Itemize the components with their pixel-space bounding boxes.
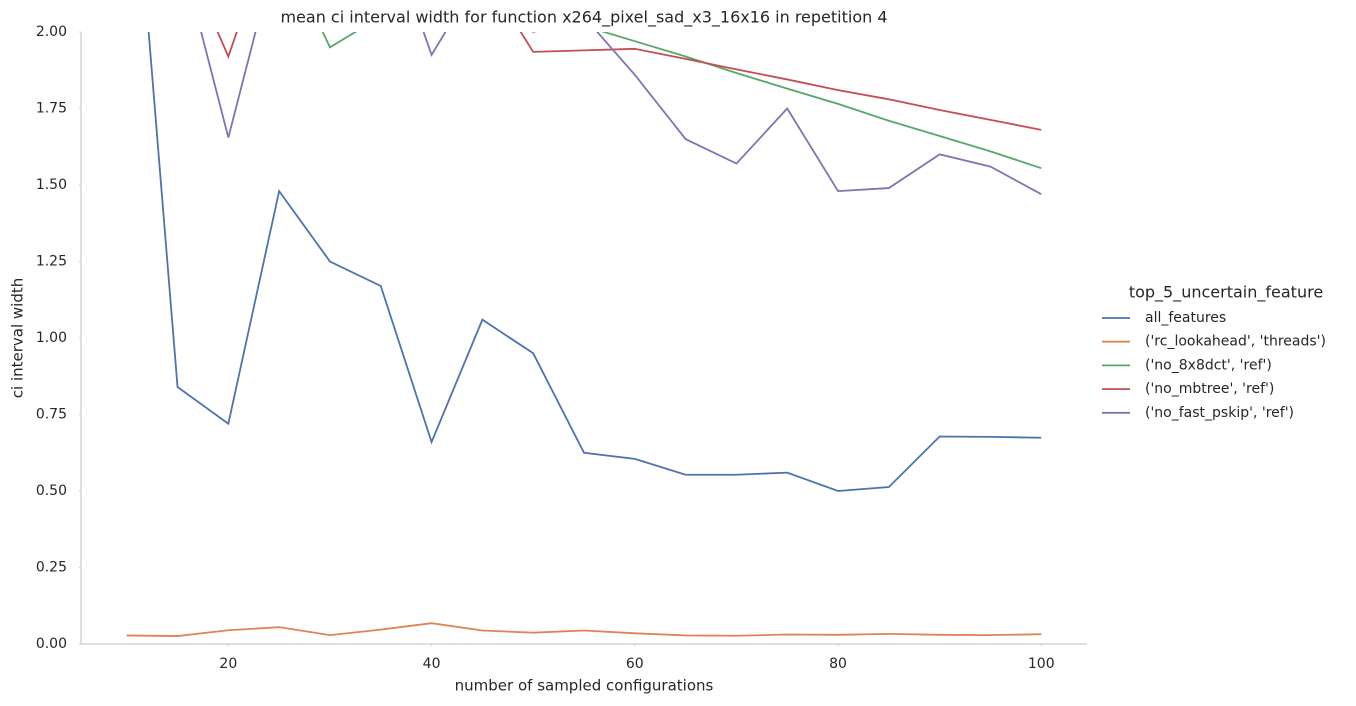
y-axis-label: ci interval width bbox=[9, 278, 27, 398]
y-tick-label: 1.25 bbox=[36, 254, 67, 270]
x-tick-label: 40 bbox=[423, 656, 441, 672]
legend-label: all_features bbox=[1145, 310, 1226, 326]
legend-title: top_5_uncertain_feature bbox=[1129, 283, 1323, 303]
y-tick-label: 2.00 bbox=[36, 24, 67, 40]
legend-label: ('rc_lookahead', 'threads') bbox=[1145, 334, 1326, 350]
y-tick-label: 1.00 bbox=[36, 330, 67, 346]
x-tick-label: 80 bbox=[829, 656, 847, 672]
y-tick-label: 0.50 bbox=[36, 483, 67, 499]
x-tick-label: 60 bbox=[626, 656, 644, 672]
x-axis-label: number of sampled configurations bbox=[455, 677, 714, 695]
y-tick-label: 1.75 bbox=[36, 101, 67, 117]
series-line bbox=[321, 32, 1042, 170]
series-line bbox=[216, 32, 1042, 131]
series-line bbox=[126, 622, 1042, 637]
legend-label: ('no_8x8dct', 'ref') bbox=[1145, 357, 1272, 373]
series-line bbox=[147, 32, 1042, 492]
legend-label: ('no_fast_pskip', 'ref') bbox=[1145, 405, 1294, 421]
plot-area bbox=[126, 32, 1042, 637]
legend-label: ('no_mbtree', 'ref') bbox=[1145, 381, 1274, 397]
series-line bbox=[200, 32, 1042, 195]
y-tick-label: 1.50 bbox=[36, 177, 67, 193]
y-tick-label: 0.75 bbox=[36, 407, 67, 423]
x-tick-label: 100 bbox=[1028, 656, 1055, 672]
y-tick-label: 0.25 bbox=[36, 560, 67, 576]
chart-title: mean ci interval width for function x264… bbox=[280, 8, 887, 28]
y-tick-label: 0.00 bbox=[36, 636, 67, 652]
x-tick-label: 20 bbox=[219, 656, 237, 672]
